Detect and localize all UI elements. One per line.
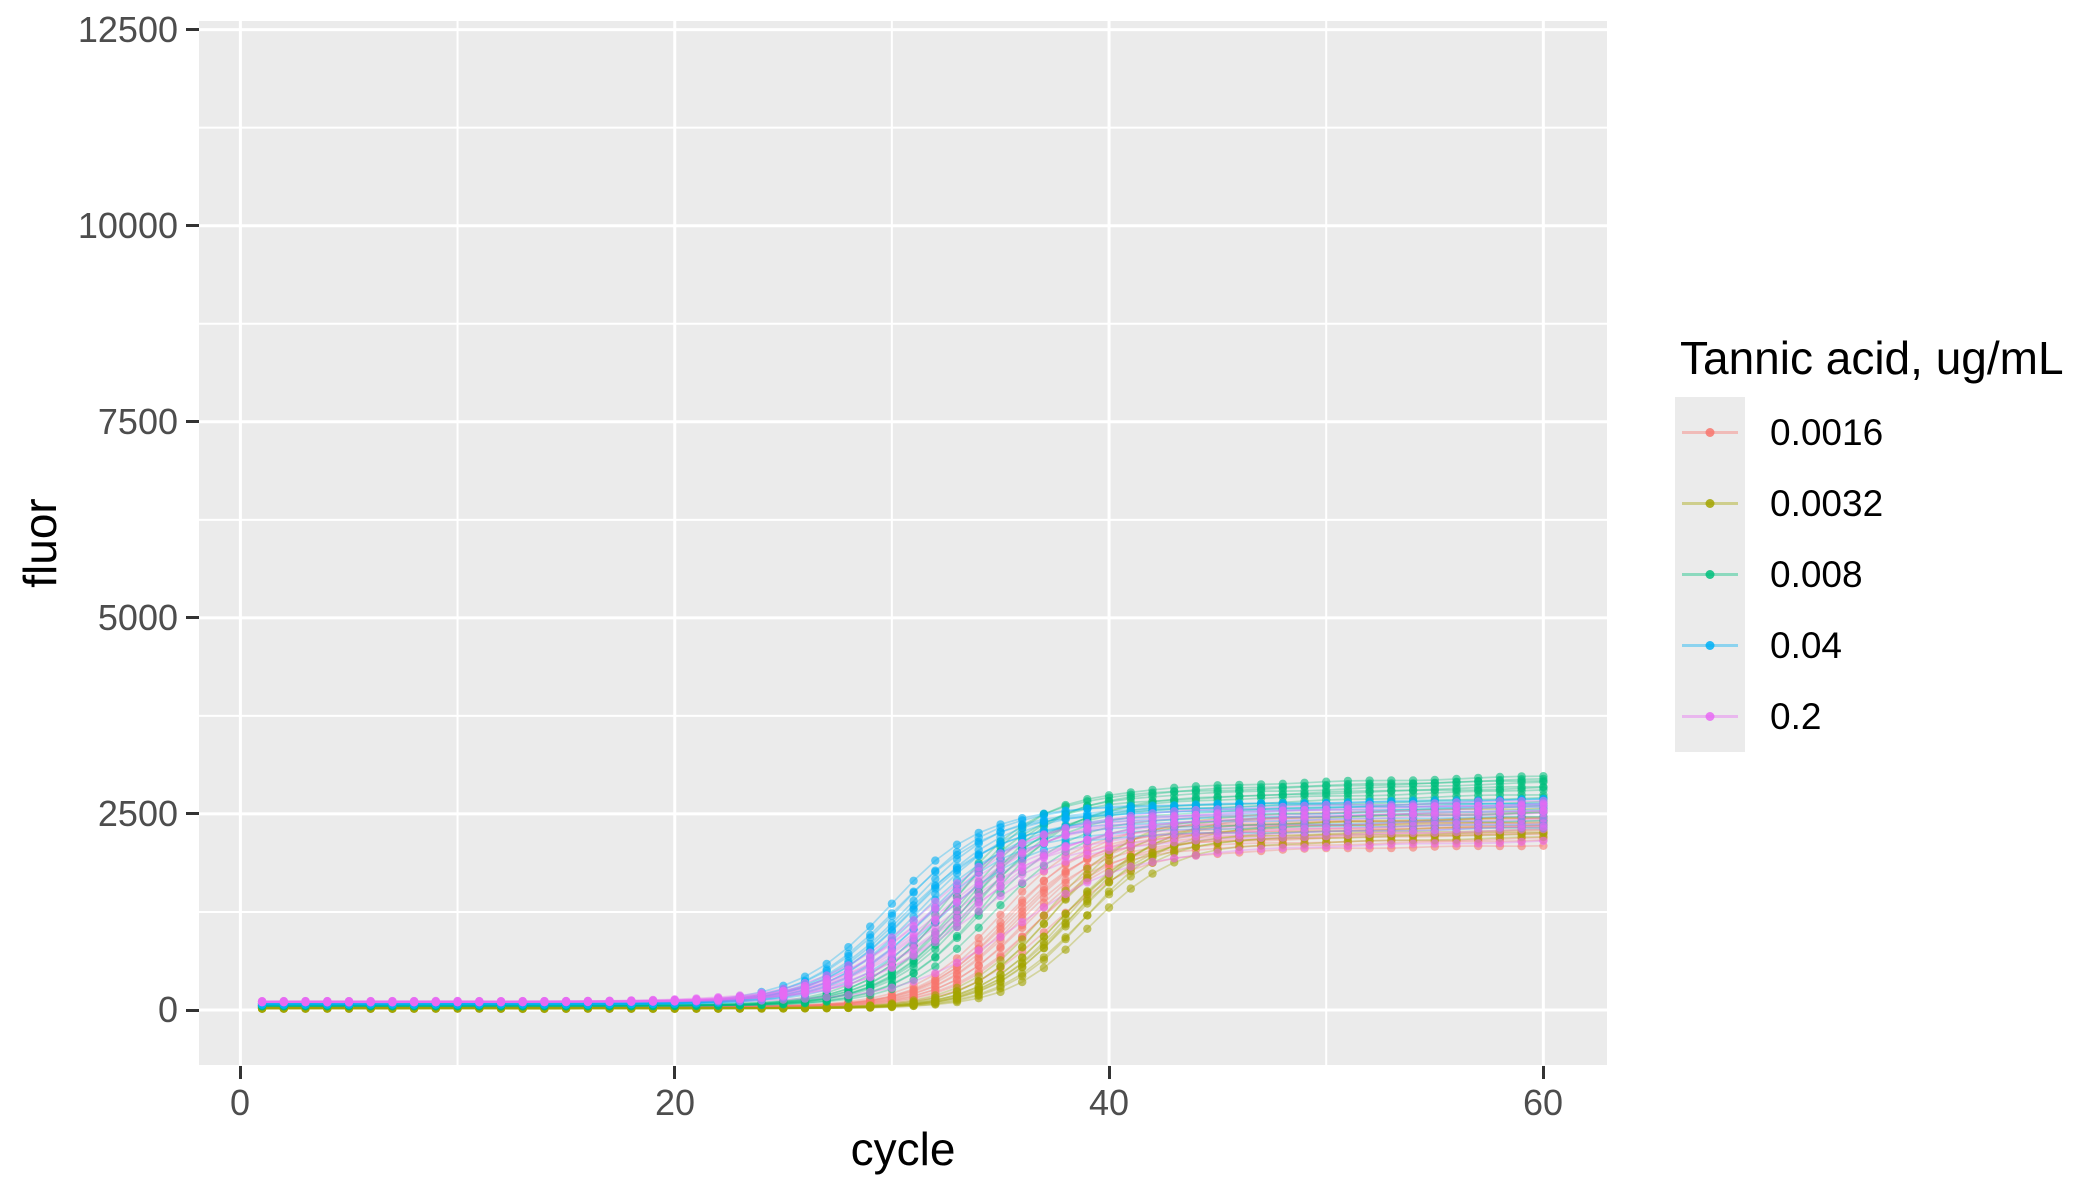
legend-key-swatch (1675, 397, 1745, 468)
legend-key-swatch (1675, 610, 1745, 681)
x-axis-title: cycle (850, 1123, 956, 1175)
legend-item-0.0016: 0.0016 (1675, 397, 1883, 468)
replicate-points-0.0032 (257, 808, 1548, 1013)
y-tick-label: 12500 (77, 9, 178, 50)
y-tick-mark (186, 28, 199, 31)
replicate-points-0.2 (257, 809, 1548, 1006)
legend-label: 0.008 (1770, 554, 1863, 595)
legend-label: 0.0016 (1770, 412, 1884, 453)
legend-item-0.0032: 0.0032 (1675, 468, 1883, 539)
x-tick-label: 20 (654, 1082, 696, 1123)
y-tick-mark (186, 224, 199, 227)
x-tick-mark (1108, 1066, 1111, 1079)
legend-label: 0.0032 (1770, 483, 1884, 524)
y-tick-label: 2500 (97, 793, 178, 834)
x-tick-label: 0 (229, 1082, 251, 1123)
y-tick-label: 10000 (77, 205, 178, 246)
x-tick-label: 60 (1522, 1082, 1564, 1123)
replicate-points-0.0032 (257, 832, 1548, 1013)
replicate-line-0.0016 (262, 836, 1544, 1009)
plot-panel (199, 21, 1607, 1065)
y-axis-title: fluor (14, 498, 66, 588)
x-tick-mark (239, 1066, 242, 1079)
legend-label: 0.04 (1770, 625, 1843, 666)
legend-key-swatch (1675, 468, 1745, 539)
y-tick-mark (186, 420, 199, 423)
replicate-points-0.0016 (257, 817, 1548, 1011)
replicate-line-0.2 (262, 825, 1544, 1004)
amplification-curves-svg (199, 21, 1607, 1065)
x-tick-mark (1542, 1066, 1545, 1079)
replicate-line-0.0032 (262, 836, 1544, 1010)
y-tick-mark (186, 812, 199, 815)
legend-label: 0.2 (1770, 696, 1822, 737)
legend-key-swatch (1675, 539, 1745, 610)
x-tick-label: 40 (1088, 1082, 1130, 1123)
y-tick-label: 5000 (97, 597, 178, 638)
legend-key-swatch (1675, 681, 1745, 752)
legend-item-0.2: 0.2 (1675, 681, 1883, 752)
y-tick-mark (186, 1009, 199, 1012)
legend-title: Tannic acid, ug/mL (1680, 332, 2064, 384)
replicate-line-0.0016 (262, 839, 1544, 1008)
y-tick-label: 7500 (97, 401, 178, 442)
replicate-line-0.0032 (262, 826, 1544, 1010)
legend-item-0.04: 0.04 (1675, 610, 1883, 681)
replicate-points-0.2 (257, 836, 1548, 1007)
y-tick-mark (186, 616, 199, 619)
y-tick-label: 0 (157, 989, 178, 1030)
legend-keys: 0.0016 0.0032 0.008 0.04 0.2 (1675, 397, 1883, 752)
replicate-points-0.0032 (257, 808, 1548, 1013)
replicate-line-0.04 (262, 823, 1544, 1005)
x-tick-mark (673, 1066, 676, 1079)
legend-item-0.008: 0.008 (1675, 539, 1883, 610)
